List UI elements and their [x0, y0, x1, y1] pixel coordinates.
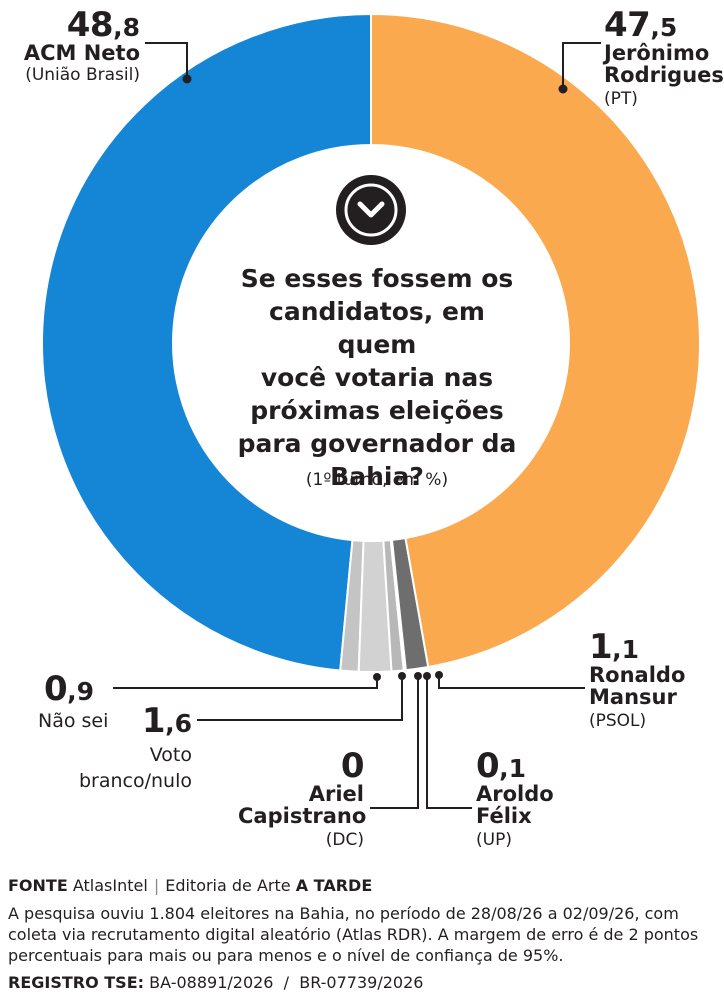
value-int: 47 [604, 5, 651, 45]
value-int: 0 [476, 746, 500, 786]
methodology-note: A pesquisa ouviu 1.804 eleitores na Bahi… [8, 903, 716, 966]
source-label: FONTE [8, 876, 68, 895]
leader-line-jeronimo [562, 42, 601, 89]
label-aroldo-felix: 0,1 Aroldo Félix (UP) [476, 749, 576, 849]
leader-dot-ariel [414, 672, 422, 680]
candidate-name: Jerônimo [604, 41, 710, 65]
party-name: (UP) [476, 830, 512, 850]
leader-dot-nao-sei [373, 673, 381, 681]
party-name: (PSOL) [589, 711, 647, 731]
label-acm-neto: 48,8 ACM Neto (União Brasil) [12, 8, 140, 84]
value-dec: 6 [174, 709, 192, 738]
note-line: percentuais para mais ou para menos e o … [8, 946, 564, 965]
decimal-sep: , [612, 635, 622, 664]
value-int: 1 [589, 627, 613, 667]
candidate-name: ACM Neto [23, 41, 140, 65]
note-line: coleta via recrutamento digital aleatóri… [8, 925, 699, 944]
value-int: 0 [340, 746, 365, 786]
title-line: Bahia? [330, 462, 424, 491]
decimal-sep: , [499, 754, 509, 783]
editoria: Editoria de Arte [165, 876, 291, 895]
candidate-name: Félix [476, 804, 532, 828]
option-name: Não sei [38, 710, 109, 732]
party-name: (DC) [325, 830, 364, 850]
footer: FONTE AtlasIntel | Editoria de Arte A TARD… [8, 876, 716, 992]
leader-dot-ronaldo [435, 671, 443, 679]
source-separator: | [153, 876, 160, 895]
leader-line-ronaldo [438, 675, 585, 689]
value-dec: 5 [659, 13, 678, 42]
party-name: (União Brasil) [25, 65, 140, 85]
leader-dot-acm [182, 74, 192, 84]
leader-line-aroldo [426, 676, 472, 809]
title-line: para governador da [237, 429, 517, 458]
leader-dot-voto [398, 672, 406, 680]
label-ronaldo-mansur: 1,1 Ronaldo Mansur (PSOL) [589, 630, 719, 730]
value-int: 48 [66, 5, 114, 45]
candidate-name: Mansur [589, 685, 677, 709]
value-dec: 1 [508, 754, 527, 783]
value-int: 0 [44, 669, 68, 709]
decimal-sep: , [650, 13, 660, 42]
brand-name: A TARDE [295, 876, 373, 895]
label-nao-sei: 0,9 Não sei [38, 669, 124, 734]
leader-line-ariel [370, 676, 419, 809]
label-voto-branco-nulo: 1,6 Voto branco/nulo [72, 704, 192, 794]
candidate-name: Ariel [308, 782, 364, 806]
title-line: candidatos, em quem [269, 297, 485, 359]
decimal-sep: , [67, 677, 77, 706]
candidate-name: Ronaldo [589, 663, 686, 687]
value-dec: 9 [76, 677, 95, 706]
option-name: branco/nulo [78, 770, 192, 792]
slice-jer-nimo-rodrigues [370, 12, 701, 669]
label-ariel-capistrano: 0 Ariel Capistrano (DC) [238, 746, 367, 850]
registration-label: REGISTRO TSE: [8, 973, 145, 992]
chart-title: Se esses fossem os candidatos, em quem v… [232, 262, 522, 493]
value-dec: 8 [122, 13, 140, 42]
value-dec: 1 [621, 635, 640, 664]
decimal-sep: , [113, 13, 123, 42]
registration-line: REGISTRO TSE: BA-08891/2026 / BR-07739/2… [8, 973, 716, 992]
chevron-down-icon-ring [344, 183, 398, 237]
leader-line-acm [145, 42, 188, 79]
leader-dot-aroldo [423, 672, 431, 680]
chevron-down-icon [357, 201, 385, 218]
decimal-sep: , [165, 709, 175, 738]
donut-chart [41, 12, 701, 809]
candidate-name: Rodrigues [604, 63, 724, 87]
registration-value: BA-08891/2026 / BR-07739/2026 [149, 973, 424, 992]
chart-subtitle: (1º turno, em %) [305, 470, 449, 490]
option-name: Voto [149, 744, 192, 766]
leader-dot-jeronimo [558, 84, 568, 94]
source-value: AtlasIntel [72, 876, 148, 895]
title-line: próximas eleições [250, 396, 504, 425]
value-int: 1 [141, 701, 166, 741]
party-name: (PT) [604, 89, 638, 109]
donut-slices [41, 12, 701, 673]
label-jeronimo-rodrigues: 47,5 Jerônimo Rodrigues (PT) [604, 5, 724, 109]
source-line: FONTE AtlasIntel | Editoria de Arte A TARD… [8, 876, 716, 895]
title-line: você votaria nas [260, 363, 494, 392]
leader-lines [113, 42, 601, 809]
candidate-name: Aroldo [476, 782, 554, 806]
leader-line-nao-sei [113, 677, 378, 689]
slice-acm-neto [41, 12, 372, 672]
note-line: A pesquisa ouviu 1.804 eleitores na Bahi… [8, 904, 679, 923]
candidate-name: Capistrano [238, 804, 367, 828]
title-line: Se esses fossem os [240, 264, 514, 293]
leader-line-voto [197, 676, 403, 721]
